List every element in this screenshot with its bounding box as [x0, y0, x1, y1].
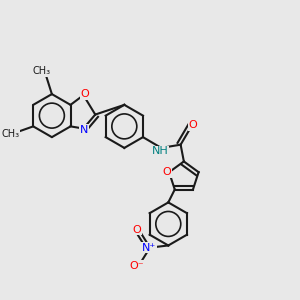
Text: NH: NH	[152, 146, 169, 157]
Text: O: O	[133, 224, 141, 235]
Text: N⁺: N⁺	[142, 243, 156, 253]
Text: CH₃: CH₃	[33, 66, 51, 76]
Text: O: O	[80, 89, 89, 99]
Text: O⁻: O⁻	[130, 261, 144, 271]
Text: N: N	[80, 125, 88, 135]
Text: CH₃: CH₃	[2, 129, 20, 139]
Text: O: O	[189, 121, 198, 130]
Text: O: O	[162, 167, 171, 177]
